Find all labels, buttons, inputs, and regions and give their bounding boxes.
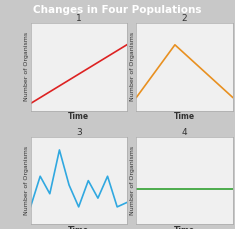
Text: Changes in Four Populations: Changes in Four Populations xyxy=(33,5,202,15)
Title: 3: 3 xyxy=(76,128,82,137)
X-axis label: Time: Time xyxy=(68,112,89,121)
Title: 1: 1 xyxy=(76,14,82,23)
Y-axis label: Number of Organisms: Number of Organisms xyxy=(130,146,135,215)
X-axis label: Time: Time xyxy=(174,112,195,121)
Title: 4: 4 xyxy=(182,128,187,137)
Y-axis label: Number of Organisms: Number of Organisms xyxy=(24,146,29,215)
X-axis label: Time: Time xyxy=(174,226,195,229)
Y-axis label: Number of Organisms: Number of Organisms xyxy=(130,32,135,101)
Y-axis label: Number of Organisms: Number of Organisms xyxy=(24,32,29,101)
X-axis label: Time: Time xyxy=(68,226,89,229)
Title: 2: 2 xyxy=(182,14,187,23)
